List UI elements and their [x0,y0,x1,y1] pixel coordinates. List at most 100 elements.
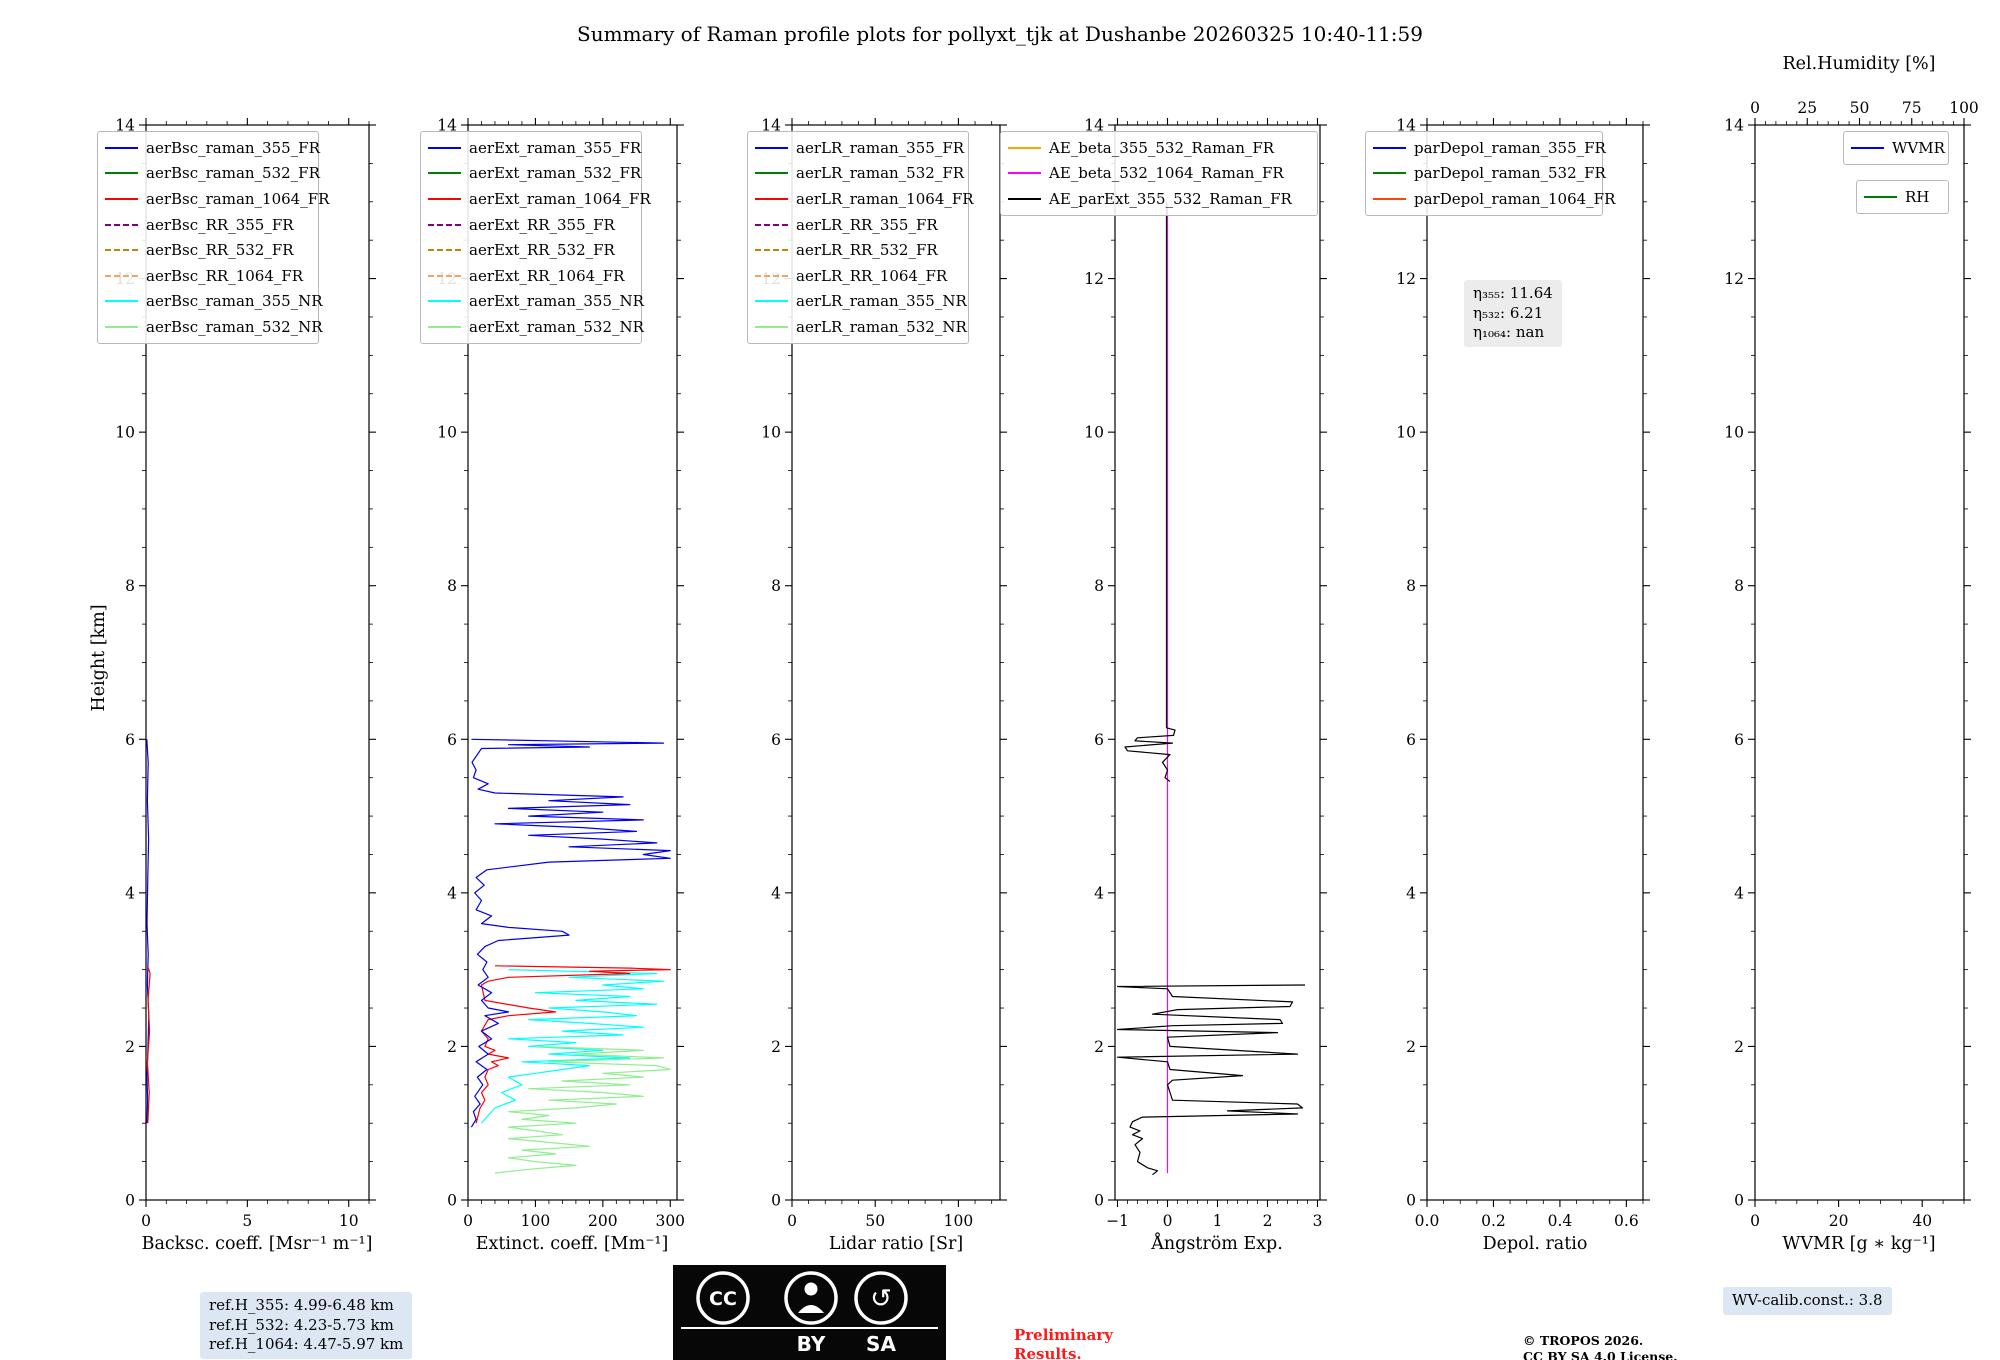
x-tick-label: 0 [1163,1212,1173,1230]
legend-item: aerBsc_RR_355_FR [105,212,311,238]
x-axis-label-backscatter: Backsc. coeff. [Msr⁻¹ m⁻¹] [141,1234,373,1254]
legend-item-label: aerExt_raman_355_FR [469,138,642,157]
legend-item-label: aerExt_raman_355_NR [469,292,644,311]
y-tick-label: 12 [1084,270,1104,288]
top-axis-label-rel-humidity: Rel.Humidity [%] [1782,54,1936,74]
y-tick-label: 14 [115,117,135,135]
legend-item-label: aerBsc_RR_532_FR [146,241,294,260]
y-tick-label: 6 [447,731,457,749]
legend-item-label: aerBsc_raman_355_NR [146,292,323,311]
legend-line-swatch [755,146,788,149]
legend-item-label: aerBsc_raman_1064_FR [146,189,330,208]
rh-tick-label: 25 [1797,99,1817,117]
x-axis-label-lidar-ratio: Lidar ratio [Sr] [828,1234,964,1254]
legend-angstrom: AE_beta_355_532_Raman_FR AE_beta_532_1064… [1000,131,1318,216]
y-tick-label: 2 [125,1038,135,1056]
rh-tick-label: 0 [1750,99,1760,117]
y-tick-label: 0 [447,1192,457,1210]
legend-item: aerLR_raman_355_FR [755,135,965,161]
legend-lidar_ratio: aerLR_raman_355_FR aerLR_raman_532_FR aerL… [747,131,974,344]
y-tick-label: 6 [771,731,781,749]
x-tick-label: 0.4 [1548,1212,1573,1230]
x-axis-label-wvmr: WVMR [g ∗ kg⁻¹] [1782,1234,1936,1254]
preliminary-results-note: Preliminary Results. [1014,1326,1113,1360]
ref-h-355: ref.H_355: 4.99-6.48 km [209,1296,394,1314]
legend-item-label: AE_beta_532_1064_Raman_FR [1049,164,1284,183]
legend-item: aerLR_raman_355_NR [755,289,967,315]
rh-tick-label: 100 [1949,99,1979,117]
legend-item: aerExt_raman_1064_FR [428,186,651,212]
legend-line-swatch [755,300,788,303]
legend-item-label: aerBsc_RR_355_FR [146,215,294,234]
legend-item: aerBsc_RR_1064_FR [105,263,311,289]
eta-532: η₅₃₂: 6.21 [1473,303,1544,322]
legend-item-label: aerBsc_raman_532_FR [146,164,320,183]
legend-wvmr: WVMR [1843,131,1949,165]
y-tick-label: 14 [1084,117,1104,135]
legend-item: aerExt_RR_532_FR [428,237,634,263]
legend-item: aerBsc_raman_532_NR [105,314,323,340]
legend-line-swatch [755,223,788,226]
legend-item-label: aerExt_RR_1064_FR [469,266,625,285]
y-tick-label: 6 [1406,731,1416,749]
y-tick-label: 0 [1406,1192,1416,1210]
y-tick-label: 4 [1094,884,1104,902]
axes-frame [1114,124,1321,1201]
legend-item-label: aerBsc_RR_1064_FR [146,266,304,285]
legend-item-label: aerLR_raman_532_FR [796,164,965,183]
legend-item-label: aerExt_raman_532_FR [469,164,642,183]
legend-depol: parDepol_raman_355_FR parDepol_raman_532_… [1365,131,1615,216]
legend-item-label: parDepol_raman_1064_FR [1414,189,1616,208]
y-tick-label: 0 [771,1192,781,1210]
x-axis-label-depol: Depol. ratio [1482,1234,1588,1254]
legend-item-label: aerLR_RR_532_FR [796,241,938,260]
legend-item: AE_parExt_355_532_Raman_FR [1008,186,1310,212]
y-tick-label: 6 [125,731,135,749]
eta-355: η₃₅₅: 11.64 [1473,284,1553,302]
series-aerBsc_raman_1064_FR [146,965,151,1124]
legend-item: aerLR_RR_1064_FR [755,263,961,289]
cc-license-badge: CC ↺ BY SA [673,1265,946,1360]
legend-item: aerBsc_raman_1064_FR [105,186,329,212]
legend-line-swatch [1373,172,1406,175]
y-tick-label: 12 [1724,270,1744,288]
legend-line-swatch [1851,146,1884,149]
wv-calibration-annotation: WV-calib.const.: 3.8 [1723,1287,1892,1315]
badge-by-label: BY [797,1332,826,1356]
legend-item: aerLR_raman_1064_FR [755,186,974,212]
y-tick-label: 8 [771,577,781,595]
y-axis-label: Height [km] [89,604,109,712]
legend-item: aerBsc_raman_355_NR [105,289,323,315]
legend-line-swatch [105,197,138,200]
legend-item: parDepol_raman_355_FR [1373,135,1606,161]
y-tick-label: 10 [1084,424,1104,442]
legend-item-label: aerLR_raman_355_FR [796,138,965,157]
legend-line-swatch [428,249,461,252]
legend-item: RH [1864,184,1941,210]
legend-line-swatch [105,249,138,252]
x-tick-label: 100 [944,1212,974,1230]
legend-line-swatch [105,300,138,303]
legend-item-label: AE_beta_355_532_Raman_FR [1049,138,1275,157]
legend-item-label: aerExt_RR_355_FR [469,215,615,234]
y-tick-label: 14 [437,117,457,135]
series-aerExt_raman_1064_FR [475,965,671,1124]
x-tick-label: 0 [463,1212,473,1230]
x-tick-label: 0 [787,1212,797,1230]
legend-line-swatch [428,300,461,303]
y-tick-label: 12 [1396,270,1416,288]
share-alike-icon-glyph: ↺ [870,1284,892,1314]
x-tick-label: 0 [1750,1212,1760,1230]
cc-icon [696,1271,750,1325]
legend-item-label: RH [1905,187,1930,206]
tropos-copyright: © TROPOS 2026. CC BY SA 4.0 License. [1523,1333,1678,1360]
legend-item: aerExt_raman_355_NR [428,289,644,315]
y-tick-label: 10 [761,424,781,442]
y-tick-label: 2 [1094,1038,1104,1056]
legend-line-swatch [428,223,461,226]
x-tick-label: 10 [339,1212,359,1230]
x-tick-label: 50 [865,1212,885,1230]
